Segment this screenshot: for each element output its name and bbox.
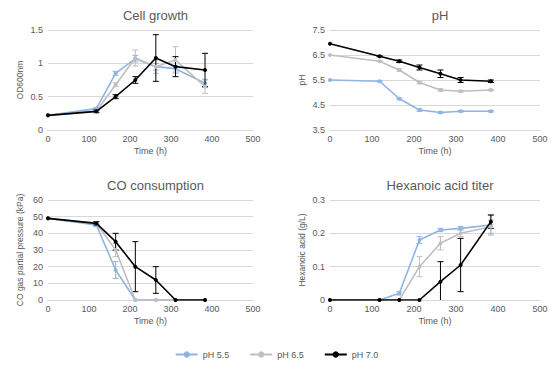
svg-text:6.5: 6.5 (312, 50, 325, 60)
svg-text:0: 0 (45, 304, 50, 314)
svg-text:0: 0 (38, 125, 43, 135)
svg-text:0.1: 0.1 (312, 262, 325, 272)
svg-text:100: 100 (81, 304, 96, 314)
svg-text:100: 100 (364, 134, 379, 144)
svg-text:Hexanoic acid titer: Hexanoic acid titer (387, 178, 495, 193)
svg-text:500: 500 (245, 304, 260, 314)
svg-text:0: 0 (45, 134, 50, 144)
svg-text:OD600nm: OD600nm (15, 61, 25, 100)
svg-text:200: 200 (122, 134, 137, 144)
svg-text:0: 0 (327, 304, 332, 314)
svg-text:pH 5.5: pH 5.5 (203, 350, 230, 360)
svg-text:0: 0 (38, 295, 43, 305)
svg-text:CO gas partial pressure (kPa): CO gas partial pressure (kPa) (15, 194, 25, 307)
svg-text:Time (h): Time (h) (134, 316, 167, 326)
svg-text:CO consumption: CO consumption (107, 178, 204, 193)
svg-text:40: 40 (33, 228, 43, 238)
svg-text:Time (h): Time (h) (418, 146, 451, 156)
svg-text:Time (h): Time (h) (134, 146, 167, 156)
svg-text:400: 400 (490, 304, 505, 314)
svg-text:Cell growth: Cell growth (123, 8, 188, 23)
svg-text:400: 400 (490, 134, 505, 144)
svg-text:300: 300 (163, 134, 178, 144)
svg-text:1.5: 1.5 (30, 25, 43, 35)
svg-text:60: 60 (33, 195, 43, 205)
svg-text:Hexanoic acid (g/L): Hexanoic acid (g/L) (297, 213, 307, 286)
svg-text:200: 200 (406, 134, 421, 144)
svg-text:0: 0 (327, 134, 332, 144)
svg-text:300: 300 (163, 304, 178, 314)
svg-text:0.5: 0.5 (30, 92, 43, 102)
svg-text:20: 20 (33, 262, 43, 272)
svg-text:10: 10 (33, 278, 43, 288)
svg-text:400: 400 (204, 304, 219, 314)
svg-text:0.2: 0.2 (312, 228, 325, 238)
svg-text:5.5: 5.5 (312, 75, 325, 85)
svg-text:0.3: 0.3 (312, 195, 325, 205)
svg-text:500: 500 (245, 134, 260, 144)
svg-text:3.5: 3.5 (312, 125, 325, 135)
svg-text:500: 500 (532, 134, 547, 144)
svg-text:4.5: 4.5 (312, 100, 325, 110)
svg-text:7.5: 7.5 (312, 25, 325, 35)
svg-text:400: 400 (204, 134, 219, 144)
svg-text:500: 500 (532, 304, 547, 314)
svg-text:1: 1 (38, 58, 43, 68)
svg-text:pH: pH (297, 75, 307, 86)
svg-text:100: 100 (81, 134, 96, 144)
svg-text:0: 0 (320, 295, 325, 305)
svg-text:Time (h): Time (h) (418, 316, 451, 326)
svg-text:pH 7.0: pH 7.0 (352, 350, 379, 360)
svg-text:50: 50 (33, 212, 43, 222)
svg-text:200: 200 (122, 304, 137, 314)
svg-text:pH: pH (432, 8, 449, 23)
svg-text:pH 6.5: pH 6.5 (277, 350, 304, 360)
svg-text:100: 100 (364, 304, 379, 314)
svg-text:300: 300 (448, 134, 463, 144)
svg-text:30: 30 (33, 245, 43, 255)
svg-text:200: 200 (406, 304, 421, 314)
svg-text:300: 300 (448, 304, 463, 314)
